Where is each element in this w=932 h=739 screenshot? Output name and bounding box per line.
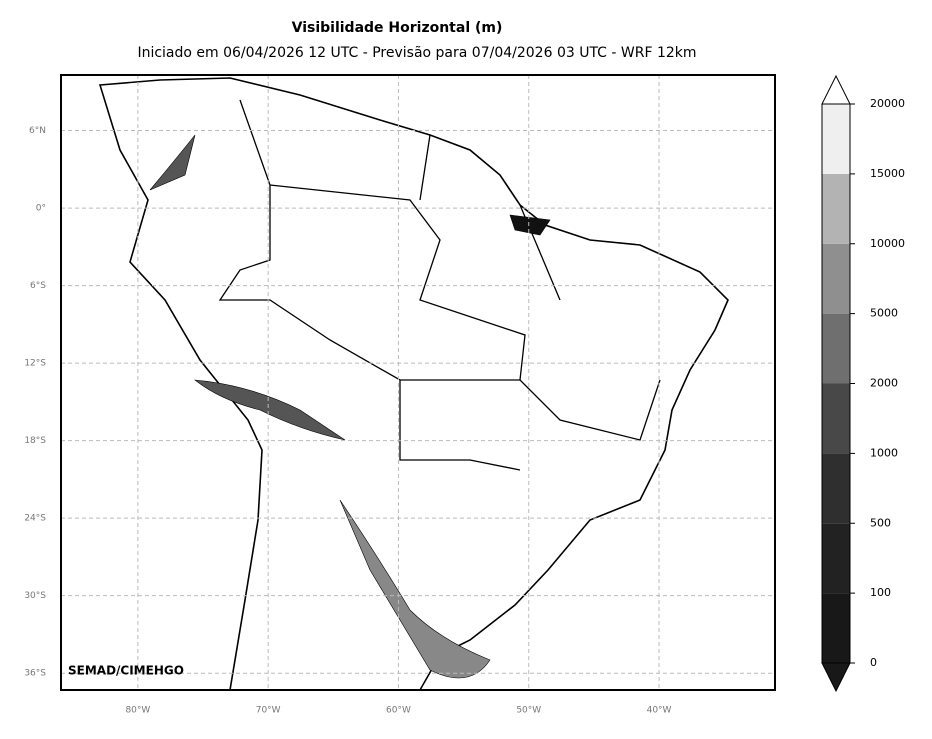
colorbar-bin [822, 523, 850, 594]
y-tick-label: 36°S [24, 669, 46, 679]
low-visibility-areas [149, 134, 551, 679]
y-tick-label: 24°S [24, 514, 46, 524]
y-tick-label: 30°S [24, 591, 46, 601]
map-frame [60, 74, 776, 691]
colorbar-bin [822, 593, 850, 663]
y-tick-label: 6°N [29, 126, 46, 136]
colorbar-extend-high [821, 74, 851, 105]
colorbar-label: 20000 [870, 97, 905, 110]
colorbar-label: 1000 [870, 446, 898, 459]
colorbar-bin [822, 453, 850, 524]
colorbar-bin [822, 173, 850, 244]
x-tick-label: 60°W [386, 706, 411, 716]
y-tick-label: 12°S [24, 359, 46, 369]
colorbar-extend-low [821, 662, 851, 693]
colorbar-bin [822, 243, 850, 314]
colorbar-label: 5000 [870, 307, 898, 320]
subtitle: Iniciado em 06/04/2026 12 UTC - Previsão… [137, 45, 696, 61]
colorbar-bin [822, 104, 850, 174]
y-tick-label: 6°S [30, 281, 46, 291]
colorbar-label: 500 [870, 516, 891, 529]
y-tick-label: 18°S [24, 436, 46, 446]
colorbar-bin [822, 383, 850, 454]
title: Visibilidade Horizontal (m) [292, 20, 503, 36]
x-tick-label: 50°W [516, 706, 541, 716]
colorbar-label: 100 [870, 586, 891, 599]
land [98, 77, 729, 691]
colorbar-label: 15000 [870, 167, 905, 180]
x-tick-label: 70°W [256, 706, 281, 716]
y-tick-label: 0° [36, 204, 46, 214]
x-tick-label: 40°W [647, 706, 672, 716]
colorbar-bin [822, 313, 850, 384]
colorbar-label: 10000 [870, 237, 905, 250]
colorbar-label: 0 [870, 656, 877, 669]
x-tick-label: 80°W [125, 706, 150, 716]
credit: SEMAD/CIMEHGO [68, 664, 184, 678]
colorbar-label: 2000 [870, 377, 898, 390]
